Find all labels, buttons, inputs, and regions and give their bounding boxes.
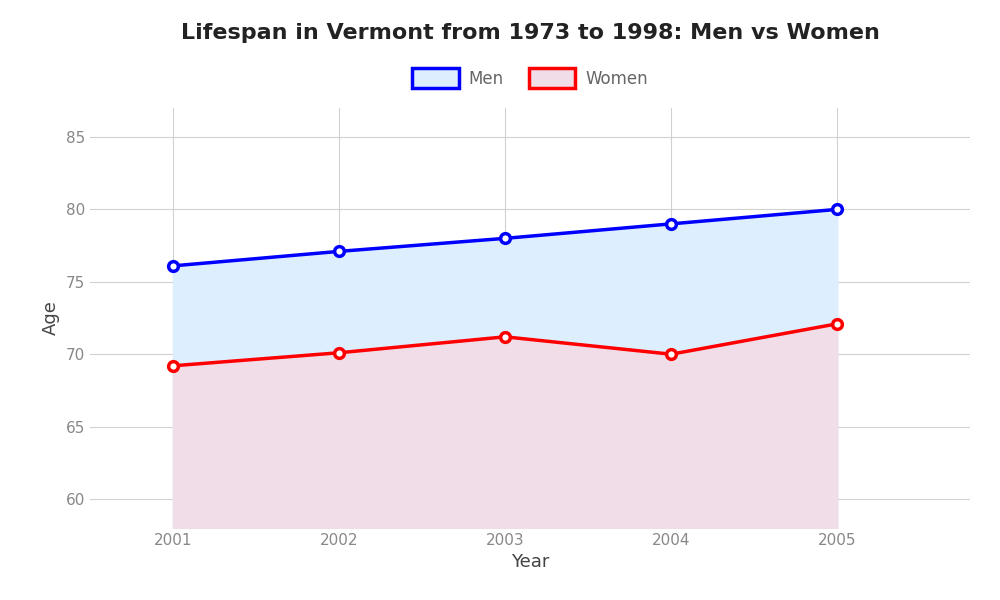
Title: Lifespan in Vermont from 1973 to 1998: Men vs Women: Lifespan in Vermont from 1973 to 1998: M… [181,23,879,43]
X-axis label: Year: Year [511,553,549,571]
Y-axis label: Age: Age [42,301,60,335]
Legend: Men, Women: Men, Women [405,62,655,94]
